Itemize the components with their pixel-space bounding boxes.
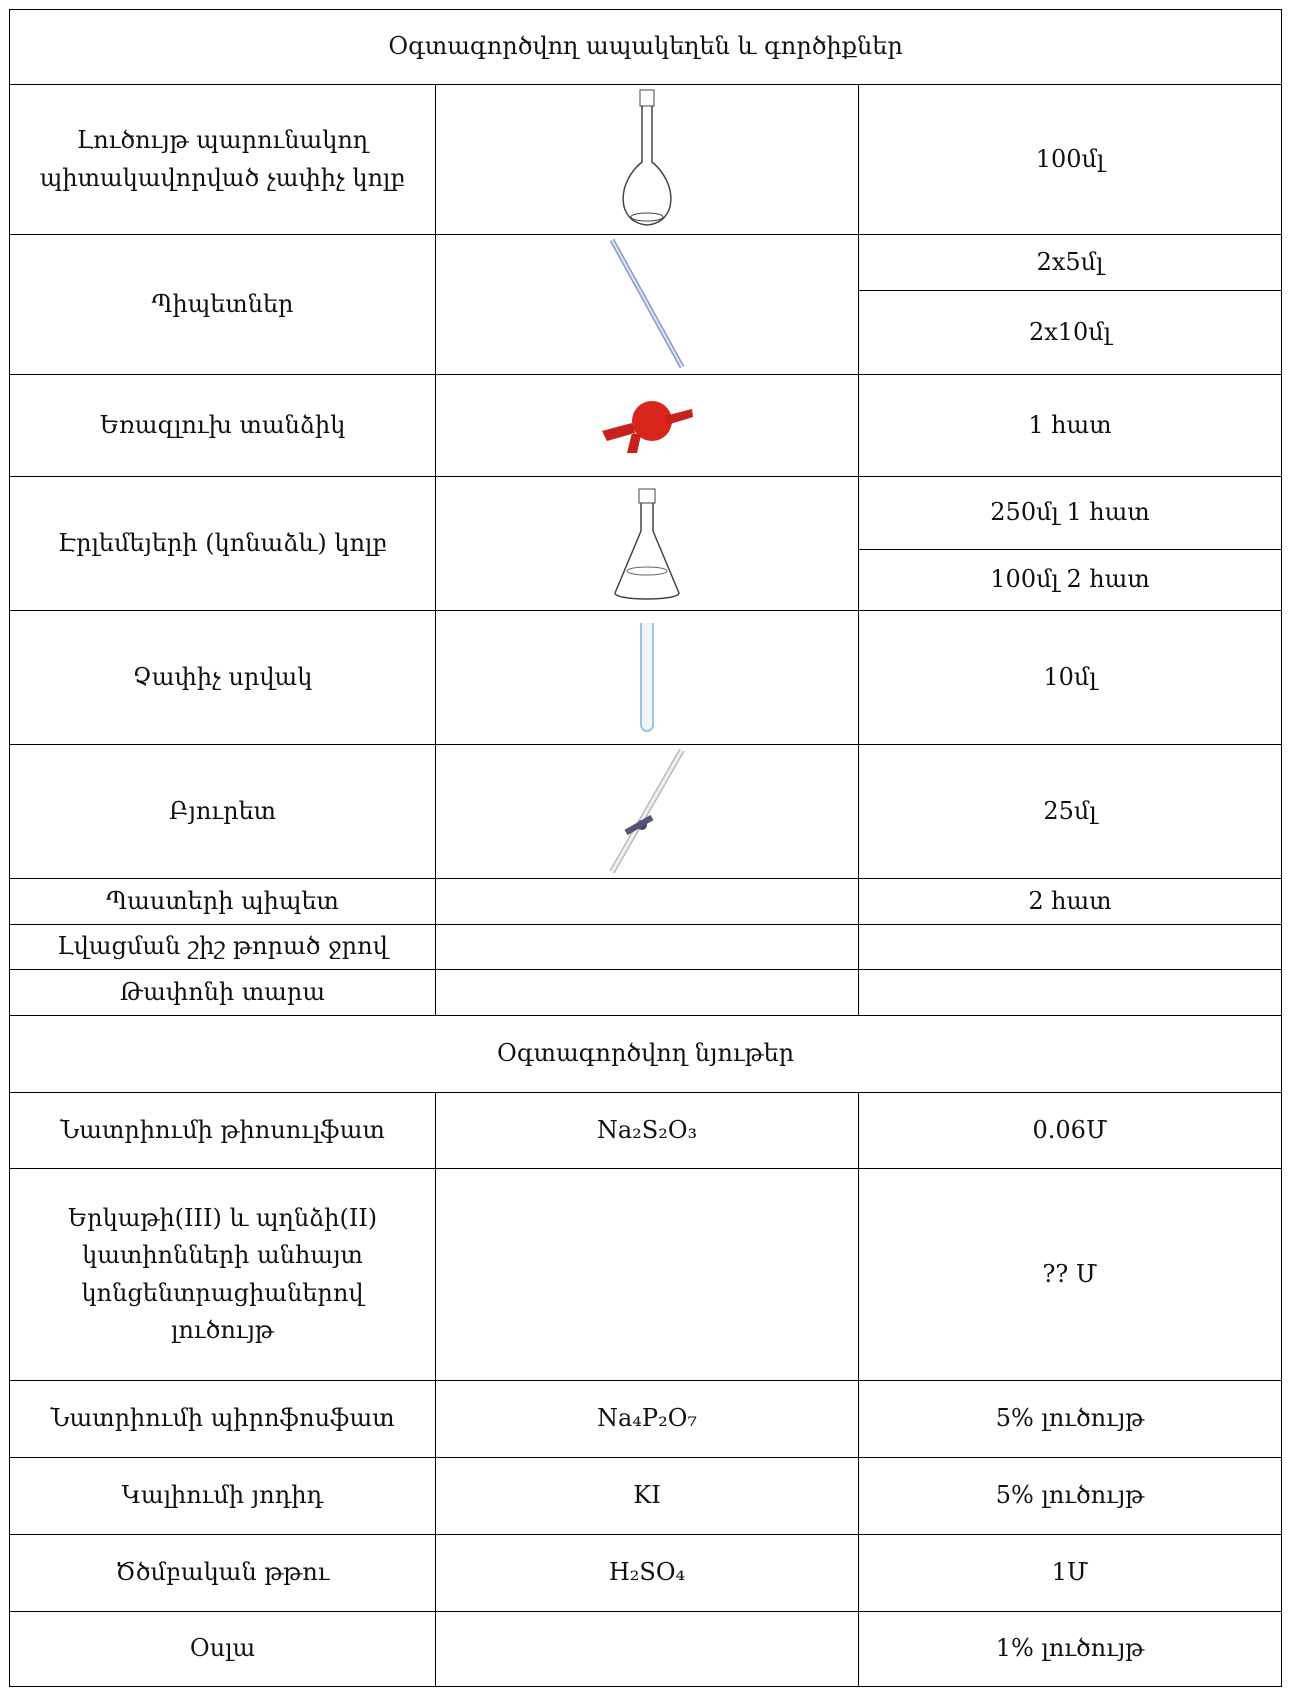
flask-icon [607, 87, 687, 232]
image-cell [436, 235, 859, 375]
cell: Պաստերի պիպետ [10, 879, 436, 925]
cell: 100մլ 2 հատ [859, 550, 1282, 611]
cell: ?? Մ [859, 1169, 1282, 1381]
cell [859, 925, 1282, 970]
image-cell [436, 477, 859, 611]
cell [436, 970, 859, 1016]
cell: Երկաթի(III) և պղնձի(II) կատիոնների անհայ… [10, 1169, 436, 1381]
section-header: Օգտագործվող նյութեր [10, 1016, 1282, 1093]
cell: Նատրիումի պիրոֆոսֆատ [10, 1381, 436, 1458]
cylinder-icon [632, 620, 662, 735]
cell: Ծծմբական թթու [10, 1535, 436, 1612]
image-cell [436, 611, 859, 745]
cell: 1 հատ [859, 375, 1282, 477]
cell: 2x10մլ [859, 291, 1282, 375]
cell: 2 հատ [859, 879, 1282, 925]
cell: 5% լուծույթ [859, 1381, 1282, 1458]
cell: Բյուրետ [10, 745, 436, 879]
page: {"equipment_header":"Օգտագործվող ապակեղե… [0, 0, 1289, 1688]
cell: 10մլ [859, 611, 1282, 745]
cell: 250մլ 1 հատ [859, 477, 1282, 550]
cell: Կալիումի յոդիդ [10, 1458, 436, 1535]
cell: 100մլ [859, 85, 1282, 235]
cell: Լուծույթ պարունակող պիտակավորված չափիչ կ… [10, 85, 436, 235]
image-cell [436, 85, 859, 235]
cell: Na₂S₂O₃ [436, 1093, 859, 1169]
cell [436, 1169, 859, 1381]
cell: 25մլ [859, 745, 1282, 879]
section-header: Օգտագործվող ապակեղեն և գործիքներ [10, 10, 1282, 85]
cell: 2x5մլ [859, 235, 1282, 291]
cell: Էրլեմեյերի (կոնաձև) կոլբ [10, 477, 436, 611]
cell: 5% լուծույթ [859, 1458, 1282, 1535]
image-cell [436, 375, 859, 477]
cell: Չափիչ սրվակ [10, 611, 436, 745]
cell: Օսլա [10, 1612, 436, 1687]
cell: Պիպետներ [10, 235, 436, 375]
cell: Լվացման շիշ թորած ջրով [10, 925, 436, 970]
cell: 1Մ [859, 1535, 1282, 1612]
burette-icon [602, 747, 692, 877]
cell [436, 925, 859, 970]
cell: Na₄P₂O₇ [436, 1381, 859, 1458]
cell: KI [436, 1458, 859, 1535]
cell [859, 970, 1282, 1016]
cell: 0.06Մ [859, 1093, 1282, 1169]
cell [436, 879, 859, 925]
bulb-icon [597, 391, 697, 461]
pipette-icon [602, 237, 692, 372]
cell: H₂SO₄ [436, 1535, 859, 1612]
image-cell [436, 745, 859, 879]
cell: Թափոնի տարա [10, 970, 436, 1016]
table: Օգտագործվող ապակեղեն և գործիքներ Լուծույ… [9, 9, 1282, 1687]
cell [436, 1612, 859, 1687]
cell: Եռազլուխ տանձիկ [10, 375, 436, 477]
cell: Նատրիումի թիոսուլֆատ [10, 1093, 436, 1169]
erlenmeyer-icon [607, 481, 687, 606]
cell: 1% լուծույթ [859, 1612, 1282, 1687]
